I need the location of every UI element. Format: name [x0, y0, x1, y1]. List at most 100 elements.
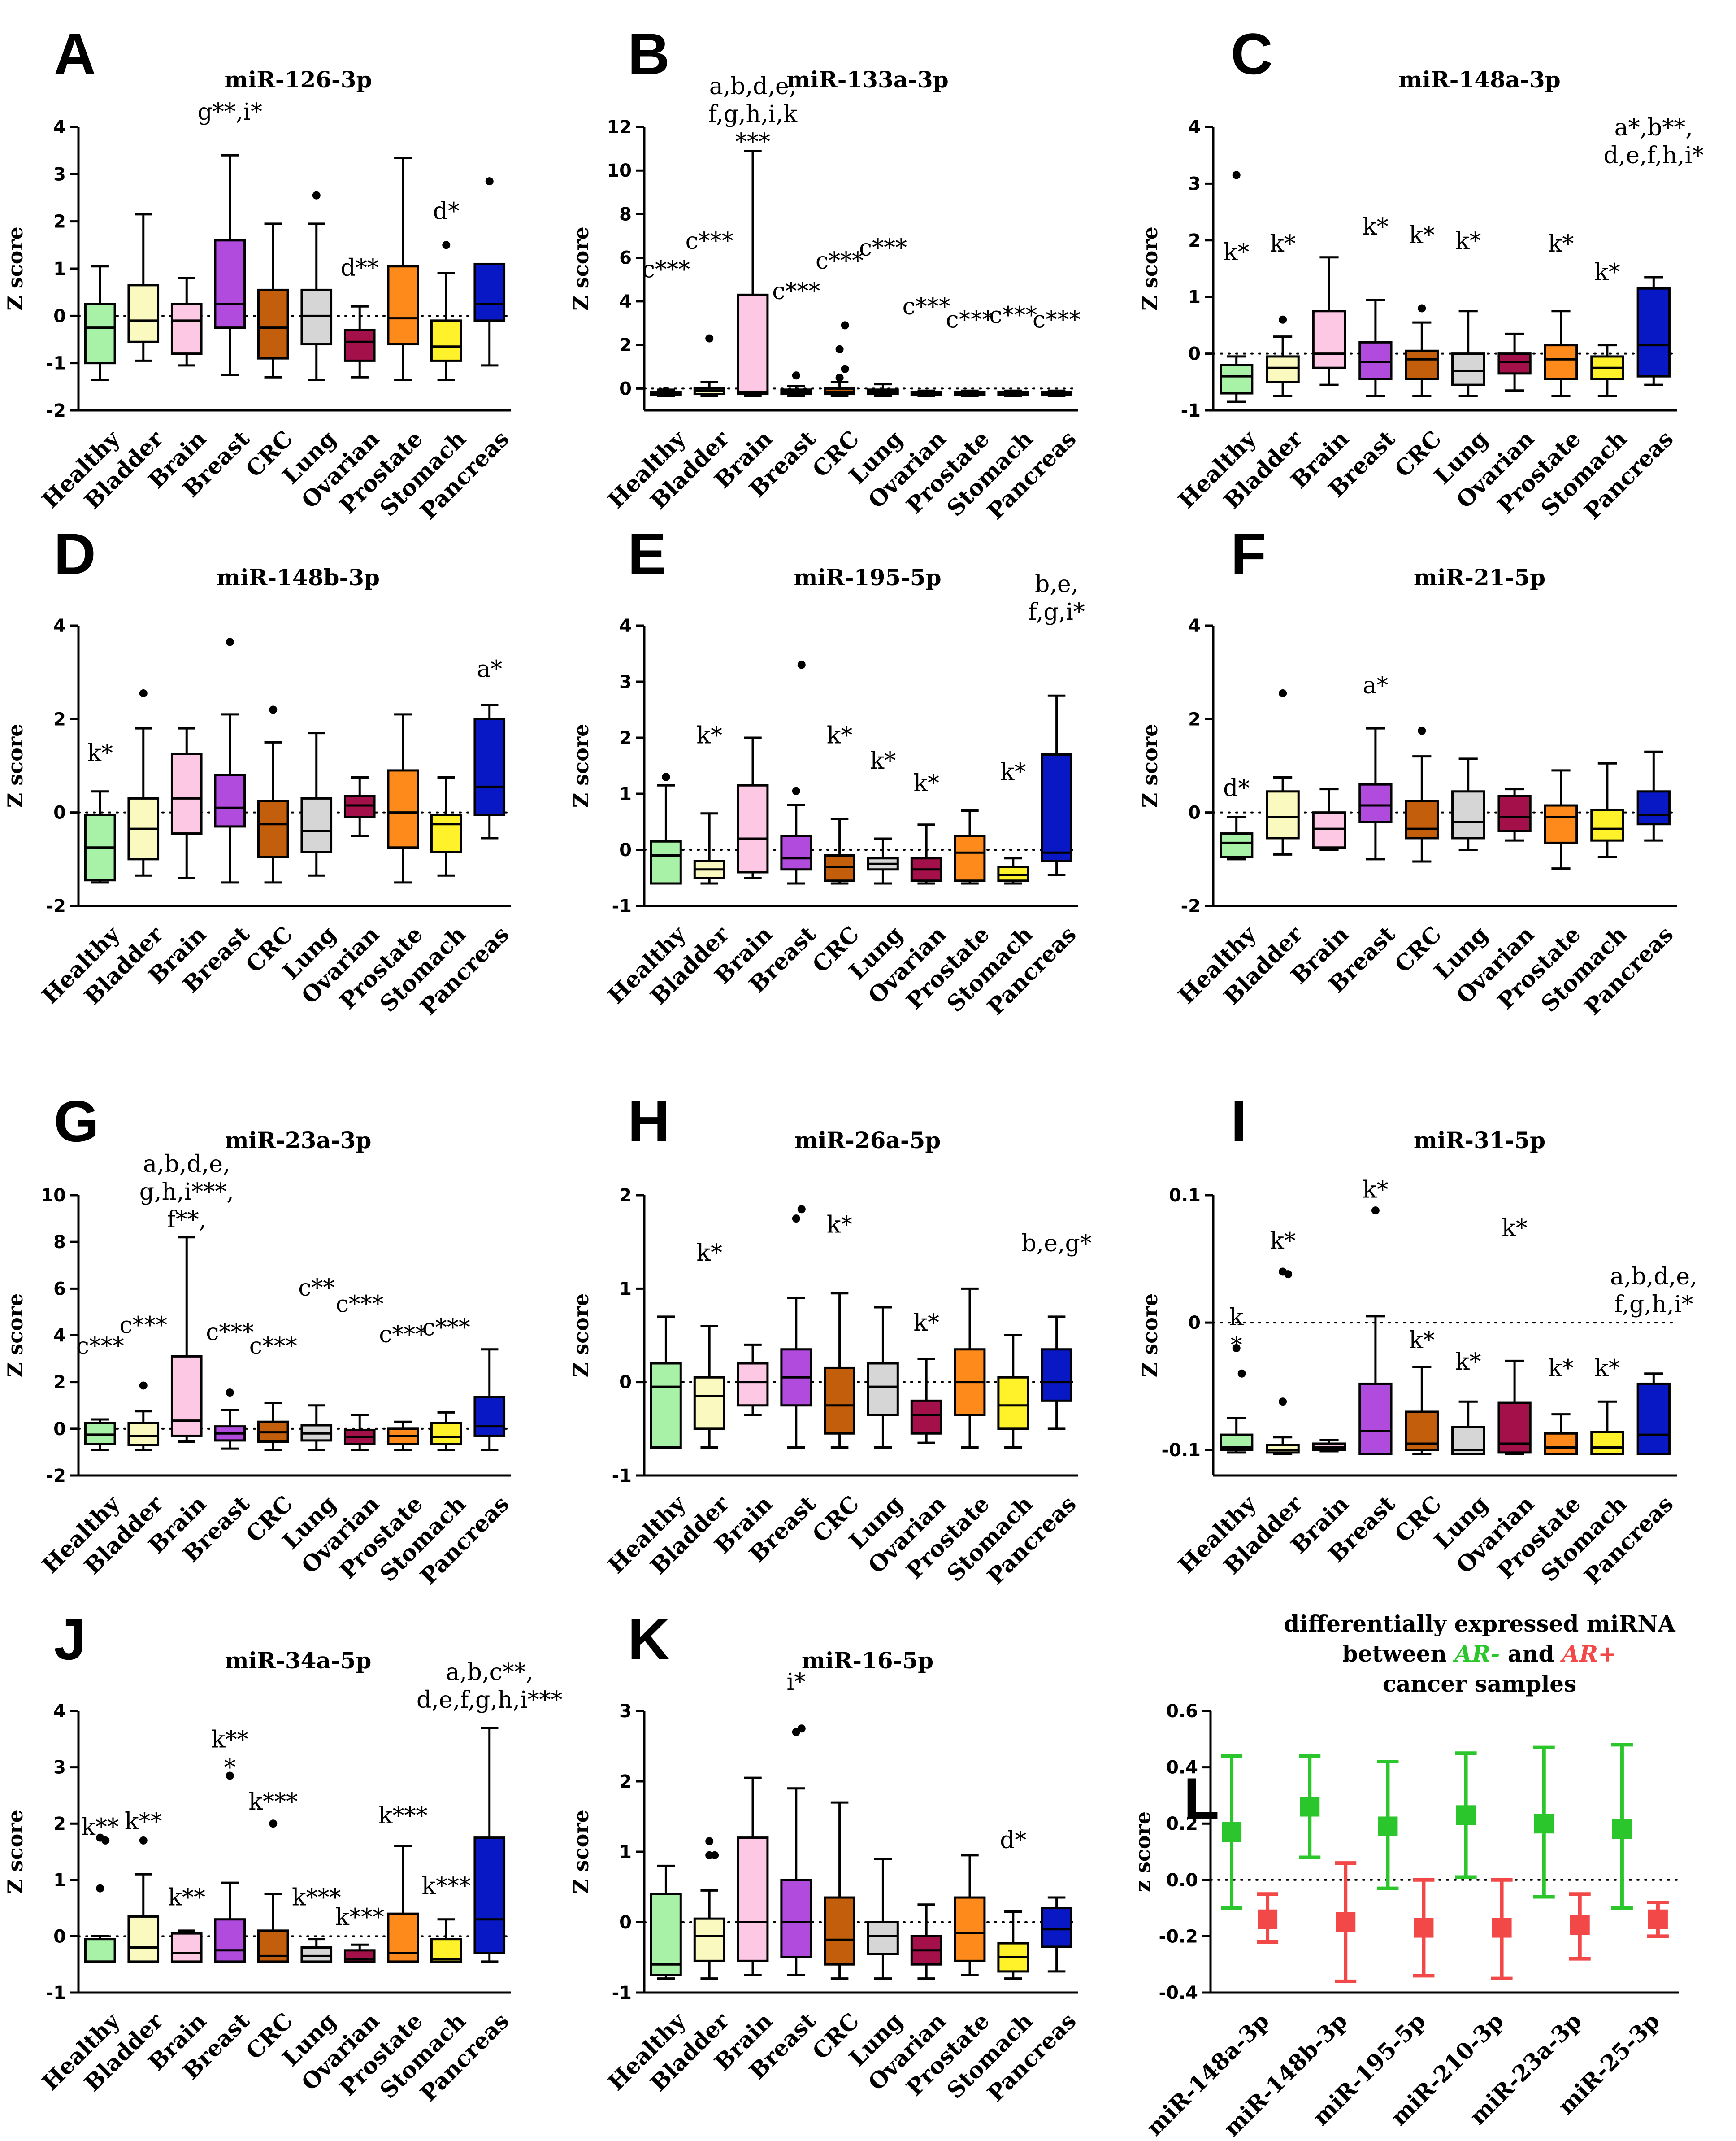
box [737, 293, 769, 396]
errorbar-ar-positive [1413, 1878, 1435, 1978]
y-tick-label: 0.4 [1166, 1758, 1198, 1778]
y-tick-label: 2 [619, 1185, 632, 1206]
panel-title: miR-148b-3p [217, 564, 380, 591]
box-pancreas [473, 177, 506, 367]
outlier-point [139, 1381, 148, 1390]
panel-title-line2: between AR- and AR+ [1342, 1641, 1617, 1667]
mean-marker [1570, 1915, 1590, 1935]
y-tick-label: 0 [53, 1419, 66, 1440]
y-tick-label: 2 [1188, 709, 1201, 730]
significance-label: c*** [249, 1333, 297, 1360]
significance-label: c*** [119, 1312, 167, 1339]
box-brain [737, 736, 769, 879]
box-pancreas [1041, 389, 1073, 397]
y-tick-label: 2 [53, 1814, 66, 1834]
outlier-point [226, 1388, 234, 1397]
box [300, 1946, 333, 1963]
box-bladder [693, 812, 725, 885]
y-tick-label: 4 [53, 1326, 66, 1346]
box-prostate [1544, 1413, 1578, 1455]
mean-marker [1456, 1805, 1476, 1825]
significance-label: *** [735, 129, 770, 156]
significance-label: k* [1270, 1227, 1296, 1254]
y-tick-label: -2 [46, 400, 66, 421]
panel-letter: K [628, 1606, 670, 1672]
y-tick-label: 1 [619, 1842, 632, 1862]
box-brain [1312, 1438, 1346, 1453]
legend-ar-positive: AR+ [1560, 1641, 1617, 1667]
y-tick-label: 3 [53, 1758, 66, 1778]
significance-label: c*** [76, 1333, 124, 1360]
significance-label: c*** [859, 235, 907, 261]
box-stomach [1590, 344, 1624, 397]
panel-title: miR-31-5p [1414, 1127, 1545, 1153]
y-tick-label: 1 [619, 784, 632, 805]
box [1497, 1401, 1532, 1454]
box-ovarian [1497, 788, 1532, 842]
mean-marker [1378, 1816, 1398, 1836]
box-stomach [1590, 1400, 1624, 1455]
y-tick-label: 0.6 [1166, 1701, 1198, 1722]
significance-label: k** [125, 1808, 162, 1835]
panel-letter: E [628, 521, 667, 587]
y-tick-label: -2 [46, 896, 66, 917]
mean-marker [1648, 1909, 1668, 1929]
box-pancreas [1041, 1315, 1073, 1430]
box-breast [1358, 299, 1393, 397]
panel-title-line1: differentially expressed miRNA [1284, 1610, 1676, 1637]
panel-title: miR-23a-3p [225, 1127, 372, 1153]
box-lung [1451, 1400, 1485, 1455]
y-tick-label: 0 [53, 803, 66, 823]
errorbar-ar-positive [1647, 1901, 1669, 1938]
outlier-point [96, 1833, 104, 1842]
box [343, 329, 376, 362]
outlier-point [1279, 689, 1287, 698]
significance-label: k* [1270, 231, 1296, 257]
box [824, 1366, 856, 1435]
y-tick-label: 12 [607, 117, 632, 138]
outlier-point [1418, 727, 1426, 735]
significance-label: c*** [1033, 306, 1081, 333]
outlier-point [1279, 315, 1287, 324]
significance-label: k* [827, 722, 853, 749]
outlier-point [1279, 1397, 1287, 1406]
box-healthy [84, 1418, 116, 1451]
significance-label: f**, [167, 1206, 206, 1233]
significance-label: g**,i* [198, 99, 262, 126]
mean-marker [1222, 1822, 1242, 1842]
significance-label: f,g,h,i,k [708, 101, 798, 128]
outlier-point [835, 374, 844, 382]
mean-marker [1336, 1912, 1356, 1932]
y-tick-label: 3 [619, 1701, 632, 1722]
significance-label: k*** [292, 1884, 341, 1911]
box [430, 814, 462, 853]
significance-label: k* [1363, 213, 1389, 240]
y-tick-label: 0.1 [1169, 1185, 1201, 1206]
outlier-point [711, 1851, 719, 1859]
box-lung [1451, 310, 1485, 397]
panel-letter: D [54, 521, 96, 587]
box [387, 1912, 419, 1963]
significance-label: g,h,i***, [139, 1179, 234, 1205]
box-ovarian [343, 1414, 376, 1451]
box [910, 1399, 942, 1435]
panel-letter: I [1231, 1088, 1247, 1154]
box-bladder [1266, 315, 1300, 397]
outlier-point [1237, 1369, 1246, 1378]
box-bladder [1266, 1267, 1300, 1455]
box-brain [1312, 256, 1346, 386]
significance-label: a,b,d,e, [143, 1151, 230, 1178]
box-ovarian [343, 776, 376, 837]
box [84, 1422, 116, 1445]
box [1041, 1348, 1073, 1402]
mean-marker [1414, 1918, 1434, 1938]
outlier-point [1279, 1267, 1287, 1276]
significance-label: f,g,i* [1028, 599, 1085, 626]
box [824, 854, 856, 882]
box [780, 835, 812, 871]
